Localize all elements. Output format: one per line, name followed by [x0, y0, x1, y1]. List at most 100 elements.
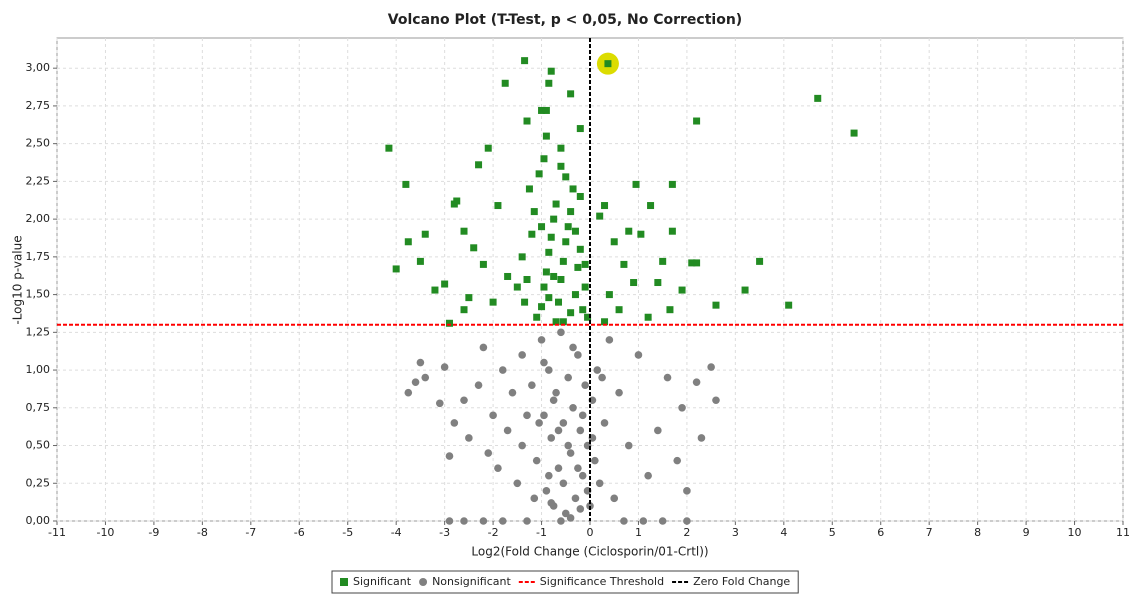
point: [598, 373, 606, 382]
point: [411, 378, 420, 386]
point: [605, 336, 614, 344]
point: [557, 517, 565, 525]
point: [605, 291, 613, 299]
x-tick-label: 0: [587, 526, 594, 539]
point: [637, 230, 645, 238]
point: [814, 94, 822, 102]
x-tick-label: -1: [536, 526, 547, 539]
y-tick-label: 2,50: [26, 137, 51, 150]
point: [498, 366, 507, 374]
point: [523, 276, 531, 283]
point: [440, 363, 449, 371]
point: [601, 318, 609, 326]
point: [547, 67, 555, 75]
y-axis-label: -Log10 p-value: [11, 235, 25, 324]
point: [392, 265, 400, 273]
legend-label: Zero Fold Change: [693, 575, 790, 588]
y-tick-label: 0,75: [26, 401, 51, 414]
point: [559, 318, 567, 326]
point: [566, 449, 575, 457]
point: [421, 373, 430, 382]
point: [479, 343, 488, 352]
point: [460, 517, 468, 525]
point: [545, 471, 553, 480]
y-tick-label: 0,25: [26, 476, 51, 489]
point: [555, 298, 563, 306]
point: [567, 309, 575, 317]
point: [518, 441, 526, 450]
y-tick-label: 1,00: [26, 363, 51, 376]
point: [547, 434, 556, 442]
point: [460, 227, 468, 235]
point: [465, 294, 473, 302]
point: [632, 180, 640, 188]
x-tick-label: 10: [1068, 526, 1082, 539]
y-tick-label: 2,25: [26, 174, 51, 187]
point: [610, 238, 618, 246]
x-tick-label: -10: [96, 526, 114, 539]
point: [547, 499, 556, 507]
point: [525, 185, 533, 193]
point: [484, 144, 492, 152]
x-tick-label: 6: [877, 526, 884, 539]
point: [850, 129, 858, 137]
point: [528, 230, 536, 238]
point: [470, 244, 478, 252]
point: [654, 279, 662, 287]
point: [504, 272, 512, 280]
point: [557, 328, 565, 337]
chart-title: Volcano Plot (T-Test, p < 0,05, No Corre…: [388, 12, 742, 28]
y-tick-label: 1,75: [26, 250, 51, 263]
point: [557, 276, 565, 283]
x-tick-label: -4: [391, 526, 402, 539]
point: [554, 464, 563, 472]
point: [523, 517, 531, 525]
point: [615, 388, 623, 397]
point: [659, 257, 667, 265]
point: [540, 155, 548, 163]
point: [562, 173, 570, 181]
legend-swatch: [419, 578, 428, 586]
point: [489, 411, 497, 420]
point: [465, 434, 473, 442]
point: [574, 263, 582, 271]
point: [445, 319, 453, 327]
legend: Significant Nonsignificant Significance Th…: [340, 575, 790, 588]
point: [421, 230, 429, 238]
x-tick-label: -8: [197, 526, 208, 539]
point: [542, 106, 550, 114]
point: [416, 257, 424, 265]
point: [564, 223, 572, 231]
point: [591, 456, 599, 465]
point: [756, 257, 764, 265]
point: [453, 197, 461, 205]
point: [578, 471, 587, 480]
point: [712, 396, 720, 405]
point: [624, 441, 633, 450]
point: [578, 411, 587, 420]
y-tick-label: 2,00: [26, 212, 51, 225]
point: [559, 419, 568, 427]
point: [593, 366, 602, 374]
point: [494, 202, 502, 210]
point: [666, 306, 674, 314]
x-tick-label: 9: [1023, 526, 1030, 539]
point: [574, 351, 582, 359]
point: [604, 60, 612, 68]
point: [554, 426, 563, 435]
point: [508, 388, 517, 397]
y-tick-label: 2,75: [26, 99, 51, 112]
point: [518, 351, 526, 359]
point: [644, 313, 652, 321]
point: [545, 248, 553, 256]
point: [673, 456, 682, 465]
point: [559, 257, 567, 265]
legend-label: Nonsignificant: [432, 575, 511, 588]
x-tick-label: 2: [683, 526, 690, 539]
point: [576, 505, 585, 513]
x-tick-label: -2: [488, 526, 499, 539]
x-tick-label: -5: [342, 526, 353, 539]
point: [581, 283, 589, 291]
x-tick-label: 8: [974, 526, 981, 539]
y-tick-label: 1,25: [26, 325, 51, 338]
